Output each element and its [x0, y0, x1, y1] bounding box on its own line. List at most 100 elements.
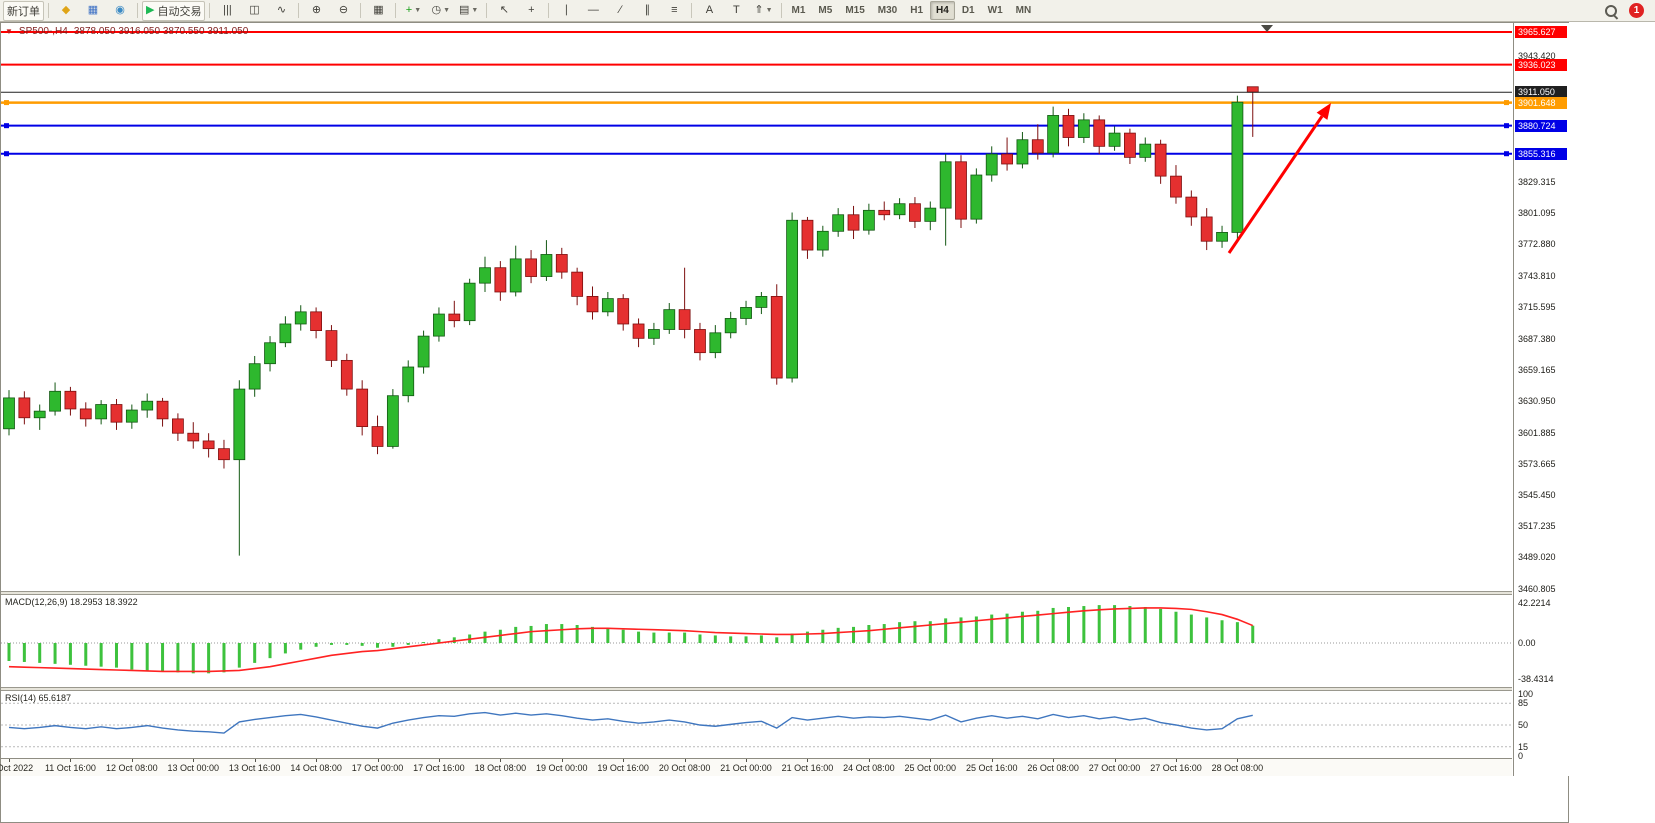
price-axis-label: 3630.950: [1518, 395, 1556, 406]
cursor-icon[interactable]: ↖: [491, 1, 517, 21]
rsi-pane[interactable]: RSI(14) 65.6187: [1, 691, 1512, 758]
indicators-list-icon[interactable]: + ▼: [400, 1, 426, 21]
pane-splitter[interactable]: [1, 591, 1512, 595]
text-icon: A: [705, 4, 714, 16]
symbol-dropdown-icon[interactable]: ▼: [5, 27, 13, 36]
candle: [632, 323, 645, 339]
timeframe-button-m15[interactable]: M15: [845, 5, 865, 16]
chart-shift-marker[interactable]: [1261, 25, 1273, 32]
time-axis[interactable]: 11 Oct 2022 11 Oct 16:00 12 Oct 08:00 13 Oc…: [0, 758, 1512, 776]
candle: [1016, 139, 1029, 165]
timeframe-button-w1[interactable]: W1: [987, 5, 1003, 16]
time-tick: [316, 759, 318, 762]
toolbar-separator: [360, 3, 362, 18]
candlestick-chart[interactable]: [1, 23, 1512, 591]
main-chart-pane[interactable]: ▼ SP500-,H4 3878.050 3916.050 3870.550 3…: [1, 23, 1512, 591]
arrows-icon[interactable]: ⇑ ▼: [750, 1, 776, 21]
tile-windows-icon[interactable]: ▦: [365, 1, 391, 21]
candle: [648, 329, 660, 339]
text-icon[interactable]: A: [696, 1, 722, 21]
candle: [1216, 231, 1228, 242]
macd-histogram-bar: [345, 643, 349, 645]
crosshair-icon[interactable]: +: [518, 1, 544, 21]
candle: [218, 448, 230, 461]
line-handle[interactable]: [1504, 100, 1509, 106]
macd-histogram-bar: [84, 643, 88, 666]
trendline-icon[interactable]: ∕: [607, 1, 633, 21]
macd-histogram-bar: [1251, 625, 1255, 643]
bullish-arrow[interactable]: [1227, 115, 1324, 254]
line-handle[interactable]: [4, 123, 9, 129]
candle: [356, 388, 369, 427]
macd-histogram-bar: [1174, 611, 1178, 643]
candle: [463, 282, 476, 322]
charts-window-icon[interactable]: ▦: [80, 1, 106, 21]
globe-icon[interactable]: ◉: [107, 1, 133, 21]
candle: [18, 397, 31, 419]
macd-histogram-bar: [621, 629, 625, 643]
toolbar-separator: [298, 3, 300, 18]
line-chart-mode-icon[interactable]: ∿: [268, 1, 294, 21]
channel-icon[interactable]: ∥: [634, 1, 660, 21]
macd-histogram-bar: [391, 643, 395, 647]
timeframe-button-mn[interactable]: MN: [1015, 5, 1032, 16]
candle: [617, 298, 630, 325]
time-tick: [684, 759, 686, 762]
new-order-button[interactable]: 新订单: [3, 0, 44, 21]
bar-chart-mode-icon[interactable]: |||: [214, 1, 240, 21]
timeframe-button-m1[interactable]: M1: [791, 5, 806, 16]
time-tick: [807, 759, 809, 762]
macd-histogram-bar: [207, 643, 211, 674]
toolbar-separator: [486, 3, 488, 18]
macd-histogram-bar: [253, 643, 257, 663]
line-handle[interactable]: [1504, 123, 1509, 129]
charts-window-icon: ▦: [87, 4, 99, 16]
search-icon[interactable]: [1603, 3, 1619, 20]
candle: [1062, 115, 1075, 138]
time-tick: [377, 759, 379, 762]
zoom-in-icon[interactable]: ⊕: [303, 1, 329, 21]
price-axis-label: 3460.805: [1518, 583, 1556, 594]
macd-chart[interactable]: [1, 595, 1512, 687]
autotrade-button[interactable]: ▶ 自动交易: [142, 0, 206, 21]
horizontal-line-icon[interactable]: ―: [580, 1, 606, 21]
line-handle[interactable]: [1504, 151, 1509, 157]
macd-pane[interactable]: MACD(12,26,9) 18.2953 18.3922: [1, 595, 1512, 687]
bullish-arrow-head[interactable]: [1316, 103, 1331, 120]
pane-splitter[interactable]: [1, 687, 1512, 691]
vertical-line-icon[interactable]: ∣: [553, 1, 579, 21]
candlestick-mode-icon[interactable]: ◫: [241, 1, 267, 21]
chart-title: SP500-,H4: [18, 26, 68, 37]
macd-histogram-bar: [913, 621, 917, 643]
macd-histogram-bar: [68, 643, 72, 665]
timeframe-button-m5[interactable]: M5: [818, 5, 833, 16]
timeframe-button-h4[interactable]: H4: [930, 1, 955, 20]
zoom-out-icon[interactable]: ⊖: [330, 1, 356, 21]
candle: [1170, 175, 1182, 198]
candle: [264, 342, 276, 365]
timeframe-button-h1[interactable]: H1: [910, 5, 924, 16]
notification-badge[interactable]: 1: [1629, 3, 1644, 18]
macd-histogram-bar: [360, 643, 364, 646]
line-handle[interactable]: [4, 151, 9, 157]
time-axis-label: 25 Oct 00:00: [904, 763, 957, 773]
fibonacci-icon[interactable]: ≡: [661, 1, 687, 21]
macd-axis-label: 42.2214: [1518, 597, 1551, 608]
time-tick: [746, 759, 748, 762]
price-axis[interactable]: 3943.420 3829.315 3801.095 3772.880 3743.810…: [1513, 23, 1569, 776]
label-icon[interactable]: T: [723, 1, 749, 21]
timeframe-button-d1[interactable]: D1: [961, 5, 975, 16]
line-handle[interactable]: [4, 100, 9, 106]
candle: [770, 295, 783, 379]
candle: [985, 153, 998, 176]
rsi-chart[interactable]: [1, 691, 1512, 758]
macd-histogram-bar: [1082, 606, 1086, 643]
clock-icon[interactable]: ◷ ▼: [427, 1, 454, 21]
timeframe-button-m30[interactable]: M30: [877, 5, 898, 16]
mql-market-icon[interactable]: ◆: [53, 1, 79, 21]
candle: [878, 209, 891, 216]
candle: [1001, 153, 1013, 165]
time-axis-label: 13 Oct 00:00: [167, 763, 220, 773]
templates-icon[interactable]: ▤ ▼: [455, 1, 482, 21]
tile-windows-icon: ▦: [373, 4, 384, 16]
